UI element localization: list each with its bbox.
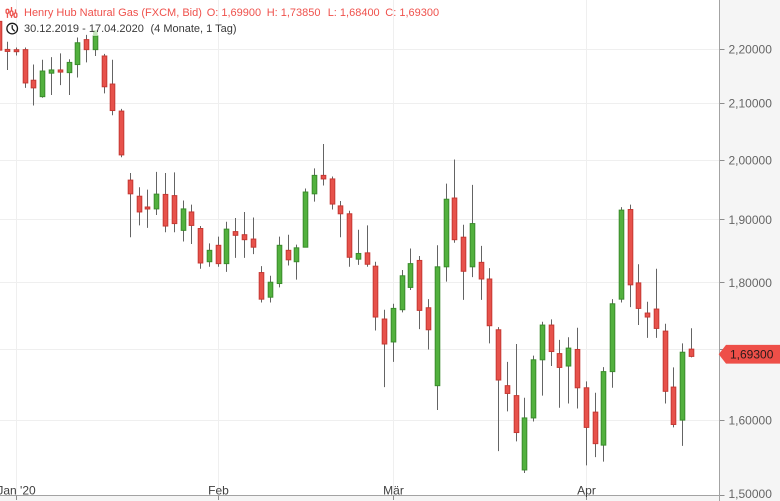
svg-text:2,00000: 2,00000 xyxy=(729,153,773,167)
svg-text:1,50000: 1,50000 xyxy=(729,487,773,501)
svg-text:30.12.2019 - 17.04.2020(4 Mona: 30.12.2019 - 17.04.2020 (4 Monate, 1 Tag) xyxy=(24,23,237,35)
svg-text:Feb: Feb xyxy=(208,484,229,498)
svg-text:1,60000: 1,60000 xyxy=(729,413,773,427)
svg-text:2,10000: 2,10000 xyxy=(729,97,773,111)
svg-text:Apr: Apr xyxy=(577,484,596,498)
svg-text:1,80000: 1,80000 xyxy=(729,276,773,290)
svg-text:1,69300: 1,69300 xyxy=(730,348,774,362)
svg-text:Jan '20: Jan '20 xyxy=(0,484,36,498)
svg-text:1,90000: 1,90000 xyxy=(729,213,773,227)
svg-text:Mär: Mär xyxy=(383,484,404,498)
svg-text:Henry Hub Natural Gas (FXCM, B: Henry Hub Natural Gas (FXCM, Bid) O: 1,69… xyxy=(24,7,439,19)
svg-text:2,20000: 2,20000 xyxy=(729,42,773,56)
